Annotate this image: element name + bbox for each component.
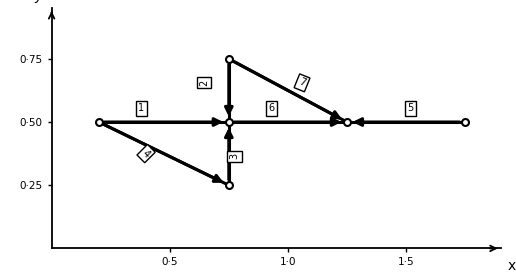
Text: 5: 5	[408, 103, 414, 113]
Text: 4: 4	[140, 148, 152, 159]
Text: 6: 6	[268, 103, 275, 113]
Text: 1: 1	[138, 103, 144, 113]
Text: 3: 3	[230, 153, 240, 159]
Text: x: x	[508, 259, 516, 272]
Text: 2: 2	[199, 80, 209, 86]
Text: 7: 7	[297, 77, 307, 89]
Text: y: y	[34, 0, 42, 3]
